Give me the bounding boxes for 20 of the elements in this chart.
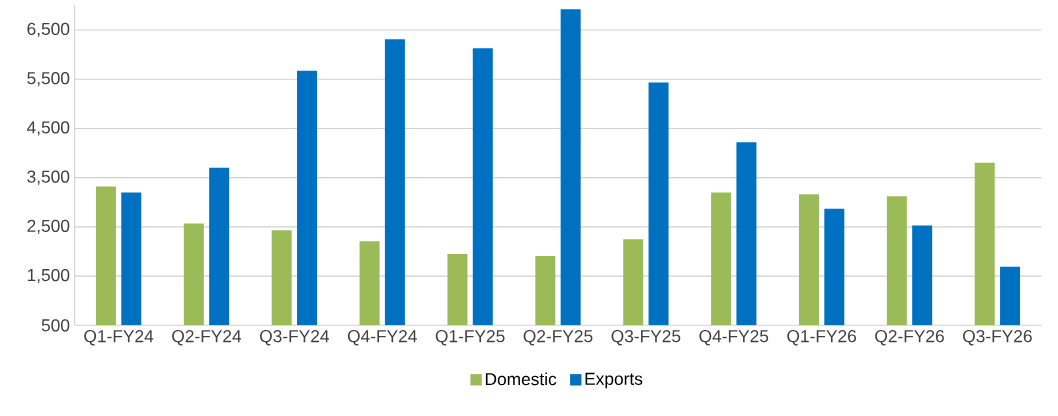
x-tick-label: Q1-FY26 <box>787 330 857 346</box>
y-tick-label: 5,500 <box>27 72 70 87</box>
y-tick-label: 4,500 <box>26 121 70 136</box>
y-tick-label: 1,500 <box>27 268 70 284</box>
y-tick-label: 2,500 <box>27 219 70 235</box>
x-tick-label: Q4-FY24 <box>347 330 417 346</box>
y-tick-label: 6,500 <box>27 22 70 38</box>
legend-label: Exports <box>585 372 643 389</box>
x-tick-label: Q4-FY25 <box>699 330 769 346</box>
x-tick-label: Q1-FY24 <box>84 330 154 346</box>
x-tick-label: Q2-FY26 <box>875 330 944 346</box>
x-tick-label: Q2-FY24 <box>172 330 242 346</box>
x-tick-label: Q2-FY25 <box>523 330 593 346</box>
x-tick-label: Q3-FY25 <box>611 330 681 346</box>
y-tick-label: 3,500 <box>27 170 70 185</box>
y-tick-label: 500 <box>41 319 70 332</box>
x-tick-label: Q1-FY25 <box>435 330 505 346</box>
x-tick-label: Q3-FY24 <box>260 330 330 346</box>
x-tick-label: Q3-FY26 <box>963 330 1032 346</box>
legend-label: Domestic <box>485 372 557 386</box>
